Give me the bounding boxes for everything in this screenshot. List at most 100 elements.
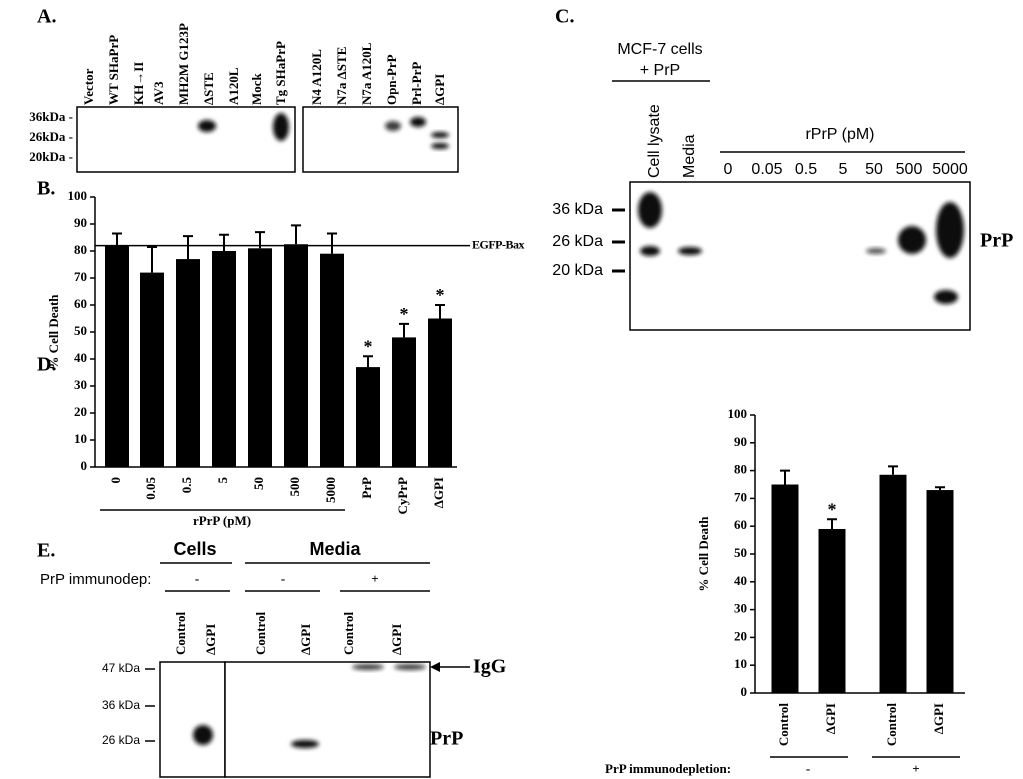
- y-tick-label: 60: [74, 296, 87, 311]
- x-tick-label: Control: [884, 703, 899, 746]
- lane-label: N4 A120L: [309, 49, 324, 105]
- lane-label: N7a A120L: [359, 42, 374, 105]
- band: [273, 113, 289, 141]
- label: PrP immunodep:: [40, 571, 151, 588]
- band: [431, 132, 449, 138]
- band: [936, 202, 964, 258]
- panel-c: C. MCF-7 cells + PrP Cell lysate Media r…: [552, 6, 1013, 331]
- blot: [629, 181, 971, 331]
- marker-tick: [612, 208, 625, 273]
- error-bar: [291, 224, 301, 245]
- band: [352, 664, 384, 670]
- marker-label: 26 kDa: [552, 233, 603, 250]
- y-tick-label: 30: [74, 377, 87, 392]
- error-bar: [827, 518, 837, 529]
- band: [291, 740, 319, 748]
- bar: [879, 474, 907, 693]
- blot: [76, 106, 296, 173]
- marker-label: 20 kDa: [552, 262, 603, 279]
- y-tick-label: 0: [81, 458, 88, 473]
- x-tick-label: 5000: [323, 477, 338, 503]
- panel-e: E. Cells Media PrP immunodep: - - + Cont…: [37, 539, 507, 778]
- error-bar: [327, 232, 337, 254]
- y-tick-label: 90: [734, 434, 747, 449]
- y-tick-label: 50: [74, 323, 87, 338]
- lane-label: Vector: [81, 68, 96, 105]
- x-tick-label: 0.05: [143, 477, 158, 500]
- bar: [320, 253, 344, 467]
- y-tick-label: 60: [734, 517, 747, 532]
- y-tick-label: 50: [734, 545, 747, 560]
- y-tick-label: 10: [734, 656, 747, 671]
- panel-a: A. Vector WT SHaPrP KH→II AV3 MH2M G123P…: [29, 6, 459, 173]
- band-label: PrP: [980, 230, 1013, 252]
- lane-label: Control: [253, 612, 268, 655]
- lane-label: ΔGPI: [203, 624, 218, 655]
- band-label: PrP: [430, 728, 463, 750]
- marker-label: 26 kDa: [102, 733, 140, 747]
- y-tick-label: 90: [74, 215, 87, 230]
- x-tick-label: Control: [776, 703, 791, 746]
- band: [385, 121, 401, 131]
- lane-label: Prl-PrP: [409, 62, 424, 105]
- lane-label: ΔSTE: [201, 72, 216, 105]
- y-tick-label: 80: [734, 462, 747, 477]
- marker-label: 26kDa -: [29, 129, 73, 144]
- blot: [302, 106, 459, 173]
- lane-label: Opn-PrP: [384, 54, 399, 105]
- significance: *: [436, 285, 445, 305]
- lane-label: N7a ΔSTE: [334, 47, 349, 105]
- lane-label: KH→II: [131, 62, 146, 105]
- y-tick-label: 10: [74, 431, 87, 446]
- error-bar: [780, 469, 790, 485]
- label: rPrP (pM): [805, 126, 874, 143]
- band: [898, 226, 926, 254]
- panel-label: D.: [37, 354, 56, 376]
- y-tick-label: 40: [734, 573, 747, 588]
- band: [678, 247, 702, 255]
- y-tick-label: 100: [68, 188, 88, 203]
- error-bar: [112, 232, 122, 246]
- y-tick-label: 80: [74, 242, 87, 257]
- group-label: -: [806, 761, 810, 776]
- lane-label: ΔGPI: [298, 624, 313, 655]
- lane-label: ΔGPI: [432, 74, 447, 105]
- lane-label: Cell lysate: [646, 104, 663, 178]
- lane-label: 0: [724, 161, 733, 178]
- x-tick-label: 50: [251, 477, 266, 490]
- band: [394, 664, 426, 670]
- x-tick-label: 0: [108, 477, 123, 484]
- band: [410, 117, 426, 127]
- y-tick-label: 30: [734, 601, 747, 616]
- panel-label: E.: [37, 540, 55, 562]
- lane-label: Control: [173, 612, 188, 655]
- y-axis-label: % Cell Death: [46, 294, 61, 370]
- x-tick-label: CyPrP: [395, 477, 410, 515]
- bar: [771, 484, 799, 693]
- error-bar: [219, 233, 229, 251]
- band: [934, 290, 958, 304]
- panel-label: A.: [37, 6, 56, 28]
- bar: [140, 272, 164, 467]
- panel-label: B.: [37, 178, 55, 200]
- blot: [159, 661, 226, 778]
- bar: [284, 244, 308, 467]
- lane-label: 5: [839, 161, 848, 178]
- lane-label: Control: [341, 612, 356, 655]
- lane-label: 0.5: [795, 161, 817, 178]
- error-bar: [935, 486, 945, 491]
- lane-label: 5000: [932, 161, 968, 178]
- marker-label: 36 kDa: [552, 201, 603, 218]
- y-tick-label: 40: [74, 350, 87, 365]
- marker-label: 36kDa -: [29, 109, 73, 124]
- reference-label: EGFP-Bax: [472, 237, 524, 251]
- lane-label: 500: [896, 161, 923, 178]
- error-bar: [183, 235, 193, 260]
- group-label: rPrP (pM): [193, 513, 251, 528]
- lane-label: AV3: [151, 81, 166, 105]
- lane-label: 0.05: [751, 161, 782, 178]
- arrow-head: [430, 662, 440, 672]
- group-label: +: [912, 761, 919, 776]
- lane-label: A120L: [226, 67, 241, 105]
- lane-label: MH2M G123P: [176, 23, 191, 105]
